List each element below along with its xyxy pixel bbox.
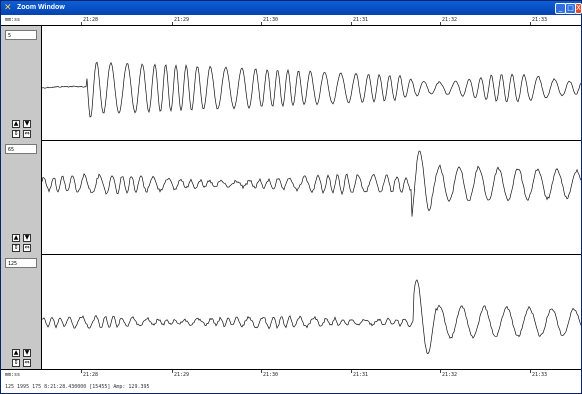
status-bar: 125 1995 175 8:21:28.430000 [15455] Amp:… [1,380,581,393]
channel-label[interactable]: 125 [5,258,37,268]
time-tick [351,370,352,373]
time-tick-label: 21:29 [174,372,190,378]
time-tick-label: 21:32 [442,17,458,23]
channel-panel: 125 ▲ ▼ ⇕ ⇔ [1,254,42,369]
channel-label[interactable]: 65 [5,144,37,154]
close-button[interactable]: X [575,3,582,14]
time-tick [81,370,82,373]
time-tick [530,22,531,25]
shrink-button[interactable]: ⇔ [23,359,31,367]
title-bar[interactable]: ✕ Zoom Window _ □ X [1,1,582,15]
time-unit-label: mm:ss [5,17,21,23]
window-title: Zoom Window [17,4,65,11]
time-tick [530,370,531,373]
move-up-button[interactable]: ▲ [12,234,20,242]
waveform-trace-1 [42,61,581,118]
move-down-button[interactable]: ▼ [23,120,31,128]
status-text: 125 1995 175 8:21:28.430000 [15455] Amp:… [5,384,150,390]
move-up-button[interactable]: ▲ [12,120,20,128]
time-tick-label: 21:33 [532,372,548,378]
channel-panel: 5 ▲ ▼ ⇕ ⇔ [1,26,42,140]
trace-separator [41,140,581,141]
waveform-trace-2 [42,150,581,217]
time-tick-label: 21:28 [83,17,99,23]
time-tick [172,370,173,373]
expand-button[interactable]: ⇕ [12,359,20,367]
time-tick-label: 21:31 [353,17,369,23]
time-tick [261,370,262,373]
time-tick-label: 21:29 [174,17,190,23]
waveform-trace-3 [42,279,581,355]
waveform-plot[interactable] [42,26,581,369]
expand-button[interactable]: ⇕ [12,244,20,252]
time-tick [81,22,82,25]
channel-panel: 65 ▲ ▼ ⇕ ⇔ [1,140,42,254]
move-up-button[interactable]: ▲ [12,349,20,357]
shrink-button[interactable]: ⇔ [23,244,31,252]
channel-label[interactable]: 5 [5,30,37,40]
time-tick [261,22,262,25]
time-unit-label: mm:ss [5,372,21,378]
time-tick-label: 21:30 [263,17,279,23]
trace-separator [41,254,581,255]
time-tick [440,22,441,25]
time-tick [172,22,173,25]
time-tick-label: 21:31 [353,372,369,378]
time-tick-label: 21:30 [263,372,279,378]
move-down-button[interactable]: ▼ [23,349,31,357]
channel-area: 5 ▲ ▼ ⇕ ⇔ 65 ▲ ▼ ⇕ ⇔ 125 ▲ ▼ ⇕ ⇔ [1,26,581,369]
expand-button[interactable]: ⇕ [12,130,20,138]
time-tick-label: 21:32 [442,372,458,378]
move-down-button[interactable]: ▼ [23,234,31,242]
time-tick [351,22,352,25]
app-icon: ✕ [4,3,12,13]
time-axis-top: mm:ss 21:28 21:29 21:30 21:31 21:32 21:3… [1,15,581,26]
time-tick-label: 21:28 [83,372,99,378]
shrink-button[interactable]: ⇔ [23,130,31,138]
time-tick [440,370,441,373]
time-tick-label: 21:33 [532,17,548,23]
